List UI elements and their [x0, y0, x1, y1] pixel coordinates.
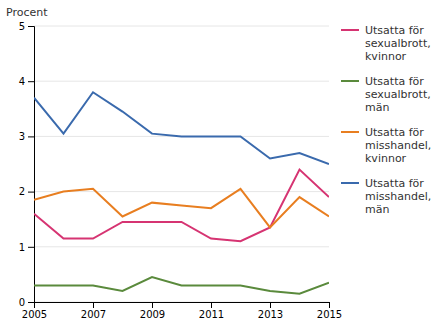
y-tick-label: 1 — [19, 242, 25, 253]
chart: 2005 2007 2009 2011 2013 2015 0 1 2 3 4 5 Procent Uts… — [0, 0, 447, 328]
grid-line — [34, 81, 329, 82]
y-tick-mark — [28, 192, 34, 193]
legend-swatch — [341, 182, 359, 184]
y-tick-mark — [28, 136, 34, 137]
y-tick-label: 2 — [19, 186, 25, 197]
series-line — [34, 189, 329, 228]
x-tick-label: 2009 — [140, 309, 165, 320]
x-tick: 2005 — [22, 302, 47, 320]
legend-label: Utsatta förmisshandel,män — [365, 177, 431, 216]
y-tick-label: 4 — [19, 76, 25, 87]
y-tick-label: 3 — [19, 131, 25, 142]
legend-item: Utsatta förmisshandel,män — [341, 177, 431, 216]
legend-label: Utsatta försexualbrott,kvinnor — [365, 24, 431, 63]
y-tick: 5 — [19, 21, 34, 32]
x-tick: 2015 — [317, 302, 342, 320]
series-line — [34, 277, 329, 294]
legend-label-line: Utsatta för — [365, 177, 424, 190]
y-tick-label: 0 — [19, 297, 25, 308]
y-tick-label: 5 — [19, 21, 25, 32]
x-tick-mark — [93, 302, 94, 308]
y-tick: 3 — [19, 131, 34, 142]
y-axis: 0 1 2 3 4 5 — [19, 21, 35, 308]
legend-label-line: kvinnor — [365, 50, 407, 63]
y-tick: 2 — [19, 186, 34, 197]
grid-line — [34, 26, 329, 27]
legend-item: Utsatta försexualbrott,män — [341, 75, 431, 114]
y-tick: 1 — [19, 242, 34, 253]
legend-label-line: Utsatta för — [365, 24, 424, 37]
x-tick-label: 2013 — [258, 309, 283, 320]
legend-label-line: sexualbrott, — [365, 37, 431, 50]
legend-swatch — [341, 80, 359, 82]
series-line — [34, 170, 329, 242]
x-tick: 2013 — [258, 302, 283, 320]
legend-label: Utsatta försexualbrott,män — [365, 75, 431, 114]
x-tick-mark — [211, 302, 212, 308]
x-tick-mark — [329, 302, 330, 308]
x-tick-label: 2015 — [317, 309, 342, 320]
x-axis-line — [35, 303, 330, 309]
legend-label-line: män — [365, 101, 389, 114]
legend-label-line: Utsatta för — [365, 126, 424, 139]
legend-label-line: män — [365, 203, 389, 216]
x-tick: 2009 — [140, 302, 165, 320]
legend-swatch — [341, 131, 359, 133]
y-axis-label: Procent — [6, 6, 48, 19]
lines — [34, 92, 329, 293]
series-line — [34, 92, 329, 164]
legend-label-line: sexualbrott, — [365, 88, 431, 101]
grid-line — [34, 191, 329, 192]
y-tick: 0 — [19, 297, 34, 308]
legend-swatch — [341, 29, 359, 31]
y-axis-line — [28, 27, 35, 303]
x-axis: 2005 2007 2009 2011 2013 2015 — [22, 302, 342, 320]
x-tick: 2011 — [199, 302, 224, 320]
x-tick: 2007 — [81, 302, 106, 320]
y-tick: 4 — [19, 76, 34, 87]
legend-label-line: Utsatta för — [365, 75, 424, 88]
x-tick-label: 2005 — [22, 309, 47, 320]
legend-label: Utsatta förmisshandel,kvinnor — [365, 126, 431, 165]
x-tick-label: 2007 — [81, 309, 106, 320]
y-tick-mark — [28, 81, 34, 82]
x-tick-mark — [152, 302, 153, 308]
plot: 2005 2007 2009 2011 2013 2015 0 1 2 3 4 5 — [19, 21, 343, 320]
x-tick-label: 2011 — [199, 309, 224, 320]
legend-label-line: misshandel, — [365, 139, 431, 152]
grid-line — [34, 246, 329, 247]
y-tick-mark — [28, 247, 34, 248]
legend: Utsatta försexualbrott,kvinnorUtsatta fö… — [341, 24, 431, 216]
legend-label-line: kvinnor — [365, 152, 407, 165]
x-tick-mark — [270, 302, 271, 308]
grid — [34, 26, 329, 302]
y-tick-mark — [28, 302, 34, 303]
legend-label-line: misshandel, — [365, 190, 431, 203]
legend-item: Utsatta försexualbrott,kvinnor — [341, 24, 431, 63]
y-tick-mark — [28, 26, 34, 27]
legend-item: Utsatta förmisshandel,kvinnor — [341, 126, 431, 165]
